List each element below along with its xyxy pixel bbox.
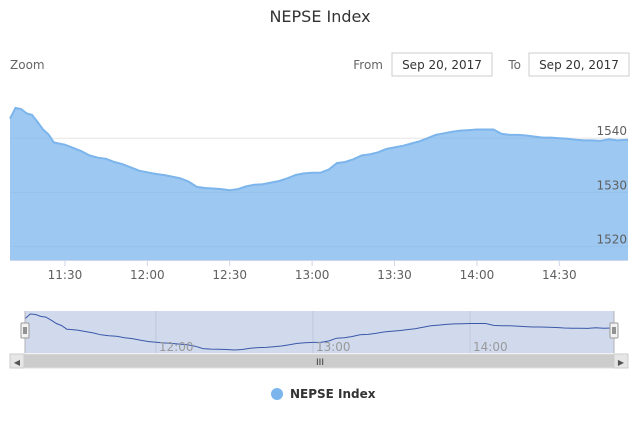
navigator-tick-label: 14:00 [473, 340, 508, 354]
x-tick-label: 13:30 [377, 268, 412, 282]
scrollbar-right-arrow-button[interactable]: ▶ [613, 353, 629, 369]
legend-item-nepse-index[interactable]: NEPSE Index [271, 387, 376, 401]
navigator-left-handle[interactable] [20, 322, 30, 339]
navigator-right-handle[interactable] [609, 322, 619, 339]
x-axis-labels: 11:30 12:00 12:30 13:00 13:30 14:00 14:30 [48, 260, 577, 282]
scrollbar[interactable]: ◀ III ▶ [9, 353, 629, 369]
x-tick-label: 11:30 [48, 268, 83, 282]
x-tick-label: 14:00 [460, 268, 495, 282]
navigator-series [24, 313, 615, 351]
y-tick-label: 1520 [596, 232, 627, 246]
scrollbar-grip-icon: III [316, 358, 324, 368]
navigator-axis-labels: 12:00 13:00 14:00 [159, 340, 508, 354]
x-tick-label: 12:00 [130, 268, 165, 282]
zoom-label: Zoom [10, 58, 45, 72]
y-axis-labels: 1520 1530 1540 [596, 124, 627, 246]
plot-series [9, 106, 629, 261]
to-date-input[interactable]: Sep 20, 2017 [528, 52, 630, 77]
series-line[interactable] [9, 106, 629, 192]
navigator[interactable]: 12:00 13:00 14:00 [10, 311, 628, 354]
from-label: From [353, 58, 383, 72]
chart-title: NEPSE Index [269, 7, 370, 26]
to-date-value: Sep 20, 2017 [539, 58, 619, 72]
scrollbar-left-arrow-button[interactable]: ◀ [9, 353, 25, 369]
navigator-selected-range[interactable] [25, 311, 614, 353]
x-tick-label: 12:30 [212, 268, 247, 282]
navigator-gridlines [155, 311, 471, 353]
y-tick-label: 1540 [596, 124, 627, 138]
navigator-background [10, 311, 628, 353]
x-tick-label: 14:30 [542, 268, 577, 282]
y-tick-label: 1530 [596, 178, 627, 192]
series-area [10, 107, 628, 261]
legend-marker-icon [271, 388, 283, 400]
chevron-left-icon: ◀ [14, 358, 21, 367]
from-date-input[interactable]: Sep 20, 2017 [391, 52, 493, 77]
legend-label: NEPSE Index [290, 387, 376, 401]
from-date-value: Sep 20, 2017 [402, 58, 482, 72]
chevron-right-icon: ▶ [618, 358, 625, 367]
navigator-tick-label: 12:00 [159, 340, 194, 354]
navigator-series-line [24, 313, 615, 351]
navigator-tick-label: 13:00 [316, 340, 351, 354]
to-label: To [507, 58, 521, 72]
x-tick-label: 13:00 [295, 268, 330, 282]
